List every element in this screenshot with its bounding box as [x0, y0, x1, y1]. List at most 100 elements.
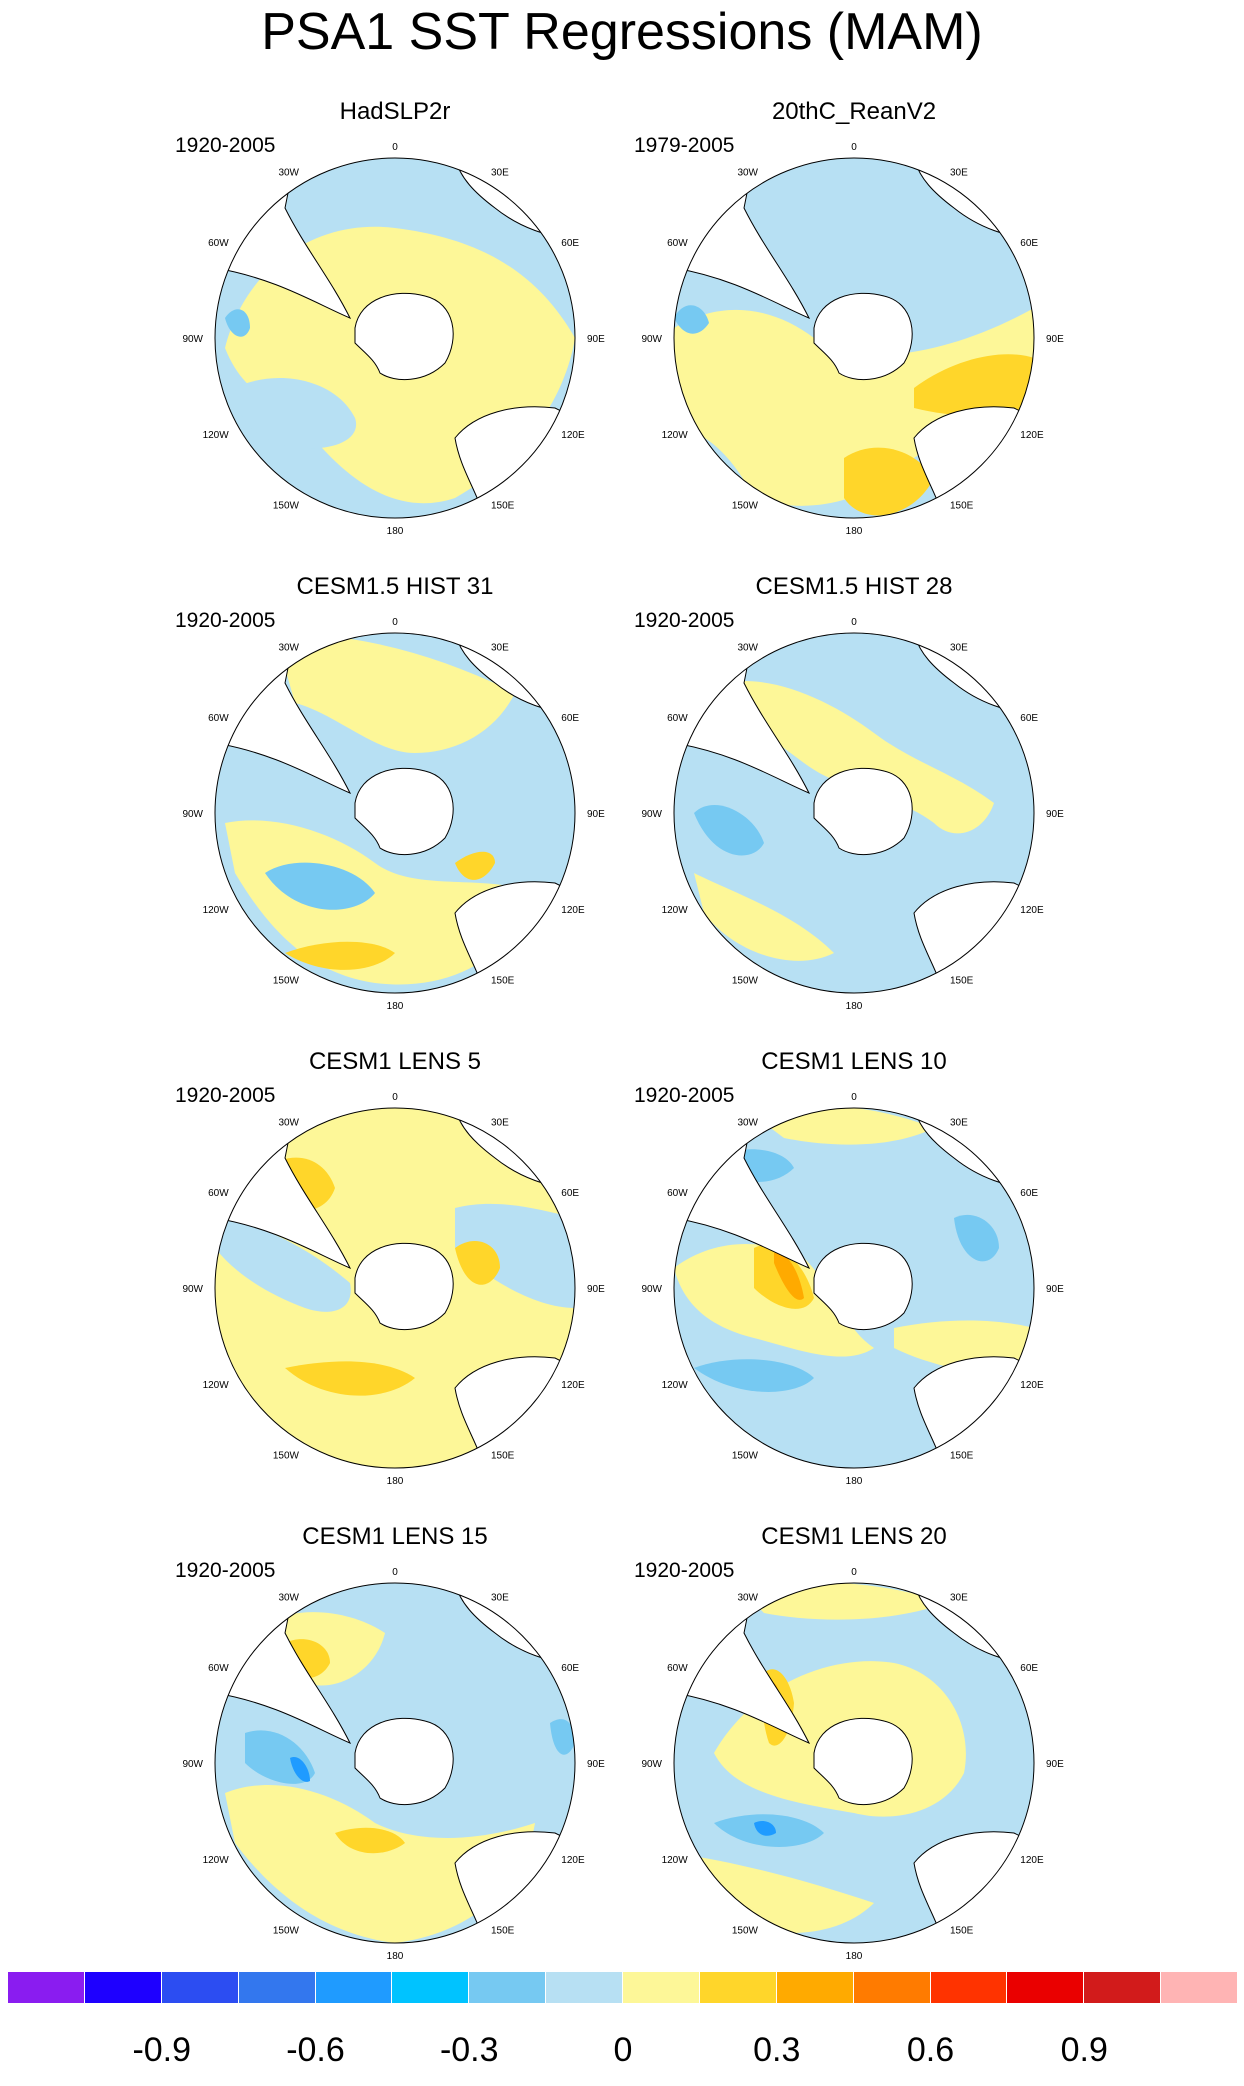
- longitude-label: 180: [846, 1476, 863, 1487]
- longitude-label: 120W: [662, 1855, 689, 1866]
- sst-positive-region: [455, 851, 495, 880]
- land-australia: [913, 881, 1034, 993]
- longitude-label: 120E: [561, 430, 585, 441]
- colorbar-swatch: [546, 1972, 623, 2003]
- longitude-label: 0: [851, 142, 857, 153]
- longitude-label: 90E: [1046, 1759, 1064, 1770]
- panel-title: CESM1.5 HIST 28: [755, 573, 953, 600]
- colorbar: [8, 1972, 1238, 2004]
- map-panel-20thc-reanv2: 20thC_ReanV2 1979-2005 0 30E 60E 90E 120E 150…: [614, 98, 1094, 568]
- longitude-label: 90E: [587, 809, 605, 820]
- polar-map: 0 30E 60E 90E 120E 150E 180 150W 120W 90W 60W 30W: [641, 142, 1064, 537]
- colorbar-swatch: [315, 1972, 393, 2003]
- colorbar-label: 0.9: [1060, 2031, 1108, 2069]
- land-antarctica: [813, 292, 913, 381]
- longitude-label: 60W: [667, 1188, 688, 1199]
- land-antarctica: [813, 1242, 913, 1331]
- land-antarctica: [813, 767, 913, 856]
- longitude-label: 150W: [732, 975, 759, 986]
- polar-map: 0 30E 60E 90E 120E 150E 180 150W 120W 90W 60W 30W: [641, 617, 1064, 1012]
- sst-negative-region: [954, 1214, 999, 1262]
- panel-period: 1920-2005: [175, 1559, 276, 1582]
- longitude-label: 90W: [641, 809, 662, 820]
- longitude-label: 90E: [1046, 809, 1064, 820]
- longitude-label: 30E: [950, 643, 968, 654]
- colorbar-swatch: [699, 1972, 777, 2003]
- colorbar-swatch: [84, 1972, 162, 2003]
- longitude-label: 120W: [203, 430, 230, 441]
- longitude-label: 150E: [950, 975, 974, 986]
- longitude-label: 150E: [491, 975, 515, 986]
- longitude-label: 120W: [662, 430, 689, 441]
- map-panel-hadslp2r: HadSLP2r 1920-2005 0 30E 60E 90E 120E 150E 180…: [155, 98, 635, 568]
- longitude-label: 120E: [561, 905, 585, 916]
- longitude-label: 60E: [1020, 713, 1038, 724]
- sst-positive-region: [674, 308, 1034, 506]
- land-antarctica: [354, 1242, 454, 1331]
- sst-positive-region: [694, 873, 834, 961]
- longitude-label: 30E: [491, 643, 509, 654]
- colorbar-label: -0.9: [132, 2031, 192, 2069]
- longitude-label: 120E: [561, 1380, 585, 1391]
- longitude-label: 180: [387, 1001, 404, 1012]
- longitude-label: 30E: [491, 1118, 509, 1129]
- colorbar-swatch: [853, 1972, 931, 2003]
- sst-positive-region: [774, 1252, 804, 1300]
- longitude-label: 60W: [667, 238, 688, 249]
- colorbar-swatch: [930, 1972, 1008, 2003]
- panel-period: 1979-2005: [634, 134, 735, 157]
- longitude-label: 30E: [491, 1593, 509, 1604]
- sst-positive-region: [285, 1361, 415, 1396]
- longitude-label: 180: [846, 1001, 863, 1012]
- sst-positive-region: [225, 820, 535, 985]
- longitude-label: 120E: [561, 1855, 585, 1866]
- longitude-label: 30W: [737, 168, 758, 179]
- land-australia: [454, 881, 575, 993]
- land-australia: [454, 1356, 575, 1468]
- longitude-label: 0: [851, 1567, 857, 1578]
- sst-negative-region: [550, 1719, 575, 1755]
- sst-positive-region: [914, 354, 1034, 416]
- panel-period: 1920-2005: [634, 609, 735, 632]
- colorbar-swatch: [238, 1972, 316, 2003]
- longitude-label: 150E: [491, 1450, 515, 1461]
- longitude-label: 120E: [1020, 1855, 1044, 1866]
- sst-positive-region: [844, 447, 934, 516]
- longitude-label: 150E: [950, 1450, 974, 1461]
- land-australia: [454, 406, 575, 518]
- longitude-label: 120E: [1020, 430, 1044, 441]
- longitude-label: 30E: [950, 168, 968, 179]
- colorbar-swatch: [8, 1972, 85, 2003]
- land-antarctica: [354, 1717, 454, 1806]
- longitude-label: 90W: [641, 1759, 662, 1770]
- land-antarctica: [813, 1717, 913, 1806]
- longitude-label: 60E: [1020, 1663, 1038, 1674]
- sst-positive-region: [335, 1827, 405, 1854]
- colorbar-label: 0.3: [753, 2031, 801, 2069]
- colorbar-label: 0: [613, 2031, 633, 2069]
- sst-negative-region: [674, 305, 709, 334]
- land-antarctica: [354, 767, 454, 856]
- map-panel-cesm1-lens-10: CESM1 LENS 10 1920-2005 0 30E 60E 90E 120E 15…: [614, 1048, 1094, 1518]
- longitude-label: 150W: [732, 500, 759, 511]
- longitude-label: 30W: [278, 1593, 299, 1604]
- map-panel-cesm1-lens-15: CESM1 LENS 15 1920-2005 0 30E 60E 90E 120E 15…: [155, 1523, 635, 1993]
- colorbar-label: -0.3: [439, 2031, 499, 2069]
- panel-title: CESM1 LENS 5: [308, 1048, 482, 1075]
- longitude-label: 60E: [561, 713, 579, 724]
- longitude-label: 120W: [203, 1380, 230, 1391]
- longitude-label: 120W: [662, 1380, 689, 1391]
- longitude-label: 150W: [732, 1925, 759, 1936]
- longitude-label: 180: [846, 526, 863, 537]
- colorbar-label: 0.6: [906, 2031, 955, 2069]
- longitude-label: 120W: [203, 905, 230, 916]
- longitude-label: 30W: [278, 643, 299, 654]
- panel-title: CESM1 LENS 15: [302, 1523, 488, 1550]
- panel-period: 1920-2005: [634, 1084, 735, 1107]
- map-panel-cesm1-lens-20: CESM1 LENS 20 1920-2005 0 30E 60E 90E 120E 15…: [614, 1523, 1094, 1993]
- longitude-label: 150E: [491, 1925, 515, 1936]
- colorbar-swatch: [623, 1972, 700, 2003]
- longitude-label: 30W: [737, 1118, 758, 1129]
- sst-negative-region: [754, 1821, 776, 1836]
- longitude-label: 60W: [667, 713, 688, 724]
